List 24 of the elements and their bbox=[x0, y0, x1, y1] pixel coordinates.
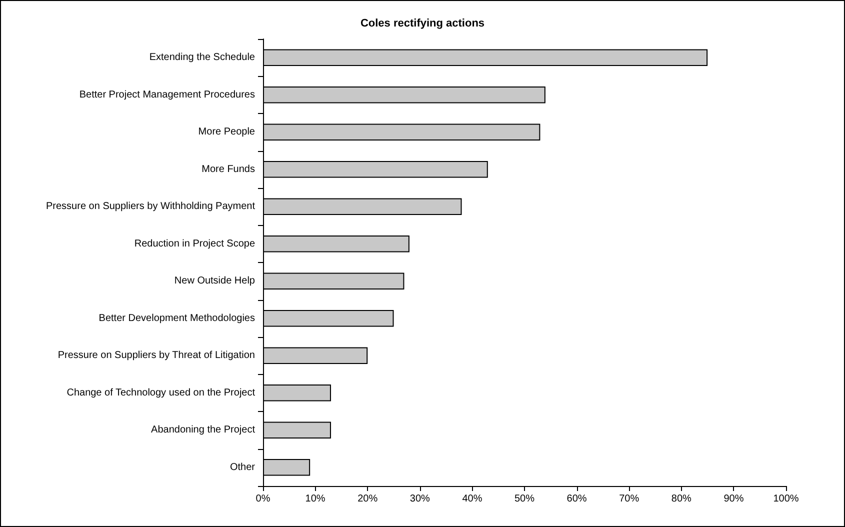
y-tick-label: Abandoning the Project bbox=[151, 424, 256, 436]
y-tick-label: Change of Technology used on the Project bbox=[66, 387, 256, 398]
chart-title: Coles rectifying actions bbox=[360, 18, 485, 30]
x-tick-label: 0% bbox=[256, 494, 270, 504]
y-tick-label: More Funds bbox=[202, 164, 255, 175]
x-tick-label: 90% bbox=[724, 494, 744, 504]
y-tick-label: Better Project Management Procedures bbox=[79, 89, 255, 100]
y-tick-label: More People bbox=[198, 126, 256, 138]
y-tick-label: Pressure on Suppliers by Threat of Litigation bbox=[58, 350, 255, 362]
y-tick-label: Better Development Methodologies bbox=[98, 312, 255, 324]
x-tick-label: 30% bbox=[410, 494, 430, 504]
x-tick-label: 10% bbox=[305, 494, 326, 504]
x-tick-label: 40% bbox=[462, 494, 482, 504]
y-tick-label: Extending the Schedule bbox=[149, 52, 256, 64]
y-tick-label: Reduction in Project Scope bbox=[134, 238, 256, 250]
y-tick-label: Pressure on Suppliers by Withholding Payment bbox=[46, 201, 256, 212]
x-tick-label: 60% bbox=[566, 494, 587, 504]
x-tick-label: 50% bbox=[514, 494, 535, 504]
x-tick-label: 80% bbox=[671, 494, 692, 504]
y-tick-label: Other bbox=[230, 462, 256, 473]
x-tick-label: 70% bbox=[619, 494, 640, 504]
y-tick-label: New Outside Help bbox=[174, 276, 256, 287]
x-tick-label: 100% bbox=[773, 494, 799, 504]
x-tick-label: 20% bbox=[358, 494, 378, 504]
